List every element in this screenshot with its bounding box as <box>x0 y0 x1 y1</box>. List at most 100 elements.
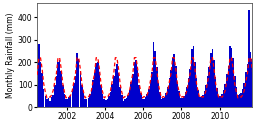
Bar <box>79 71 81 107</box>
Bar <box>109 92 111 107</box>
Bar <box>192 46 193 107</box>
Bar <box>152 42 154 107</box>
Bar <box>228 46 230 107</box>
Bar <box>149 81 151 107</box>
Bar <box>233 76 235 107</box>
Bar <box>33 101 35 107</box>
Bar <box>105 100 106 107</box>
Bar <box>155 67 157 107</box>
Bar <box>243 82 244 107</box>
Bar <box>31 99 33 107</box>
Bar <box>238 94 239 107</box>
Bar <box>30 98 32 107</box>
Bar <box>136 70 138 107</box>
Bar <box>174 66 176 107</box>
Bar <box>162 98 163 107</box>
Bar <box>100 85 101 107</box>
Bar <box>250 59 252 107</box>
Bar <box>165 93 166 107</box>
Bar <box>185 87 187 107</box>
Bar <box>246 64 247 107</box>
Bar <box>70 95 71 107</box>
Bar <box>68 97 70 107</box>
Bar <box>138 85 139 107</box>
Bar <box>46 99 47 107</box>
Bar <box>120 95 122 107</box>
Bar <box>230 47 231 107</box>
Bar <box>114 69 116 107</box>
Bar <box>111 84 113 107</box>
Bar <box>133 62 135 107</box>
Bar <box>108 96 109 107</box>
Bar <box>190 49 192 107</box>
Bar <box>89 94 90 107</box>
Bar <box>57 62 58 107</box>
Bar <box>49 101 51 107</box>
Bar <box>43 89 44 107</box>
Bar <box>74 76 76 107</box>
Bar <box>124 99 125 107</box>
Bar <box>52 95 54 107</box>
Bar <box>227 66 228 107</box>
Bar <box>141 99 143 107</box>
Bar <box>81 85 82 107</box>
Bar <box>139 93 141 107</box>
Bar <box>197 90 198 107</box>
Bar <box>222 90 224 107</box>
Bar <box>62 85 63 107</box>
Bar <box>198 97 200 107</box>
Bar <box>87 98 89 107</box>
Bar <box>224 84 225 107</box>
Bar <box>103 99 105 107</box>
Bar <box>216 88 217 107</box>
Bar <box>67 99 68 107</box>
Bar <box>157 82 158 107</box>
Bar <box>106 99 108 107</box>
Bar <box>51 97 52 107</box>
Bar <box>166 88 168 107</box>
Bar <box>116 64 117 107</box>
Bar <box>249 52 250 107</box>
Bar <box>128 90 130 107</box>
Bar <box>90 89 92 107</box>
Bar <box>65 99 67 107</box>
Bar <box>28 95 30 107</box>
Bar <box>212 60 214 107</box>
Bar <box>163 96 165 107</box>
Bar <box>47 98 49 107</box>
Bar <box>160 99 162 107</box>
Bar <box>143 99 144 107</box>
Bar <box>122 101 124 107</box>
Bar <box>170 70 171 107</box>
Bar <box>200 96 201 107</box>
Bar <box>38 44 40 107</box>
Bar <box>209 53 211 107</box>
Bar <box>71 90 73 107</box>
Bar <box>64 94 65 107</box>
Bar <box>73 82 74 107</box>
Bar <box>240 93 241 107</box>
Bar <box>40 62 41 107</box>
Bar <box>203 91 204 107</box>
Bar <box>95 63 97 107</box>
Bar <box>217 96 219 107</box>
Bar <box>135 60 136 107</box>
Bar <box>146 94 147 107</box>
Bar <box>189 69 190 107</box>
Bar <box>235 87 236 107</box>
Bar <box>144 97 146 107</box>
Bar <box>113 76 114 107</box>
Bar <box>55 76 57 107</box>
Bar <box>168 78 169 107</box>
Bar <box>204 85 206 107</box>
Bar <box>93 72 95 107</box>
Bar <box>182 96 184 107</box>
Bar <box>98 72 100 107</box>
Bar <box>214 77 216 107</box>
Bar <box>219 96 220 107</box>
Bar <box>220 94 222 107</box>
Bar <box>117 74 119 107</box>
Bar <box>54 85 55 107</box>
Bar <box>195 78 197 107</box>
Bar <box>97 62 98 107</box>
